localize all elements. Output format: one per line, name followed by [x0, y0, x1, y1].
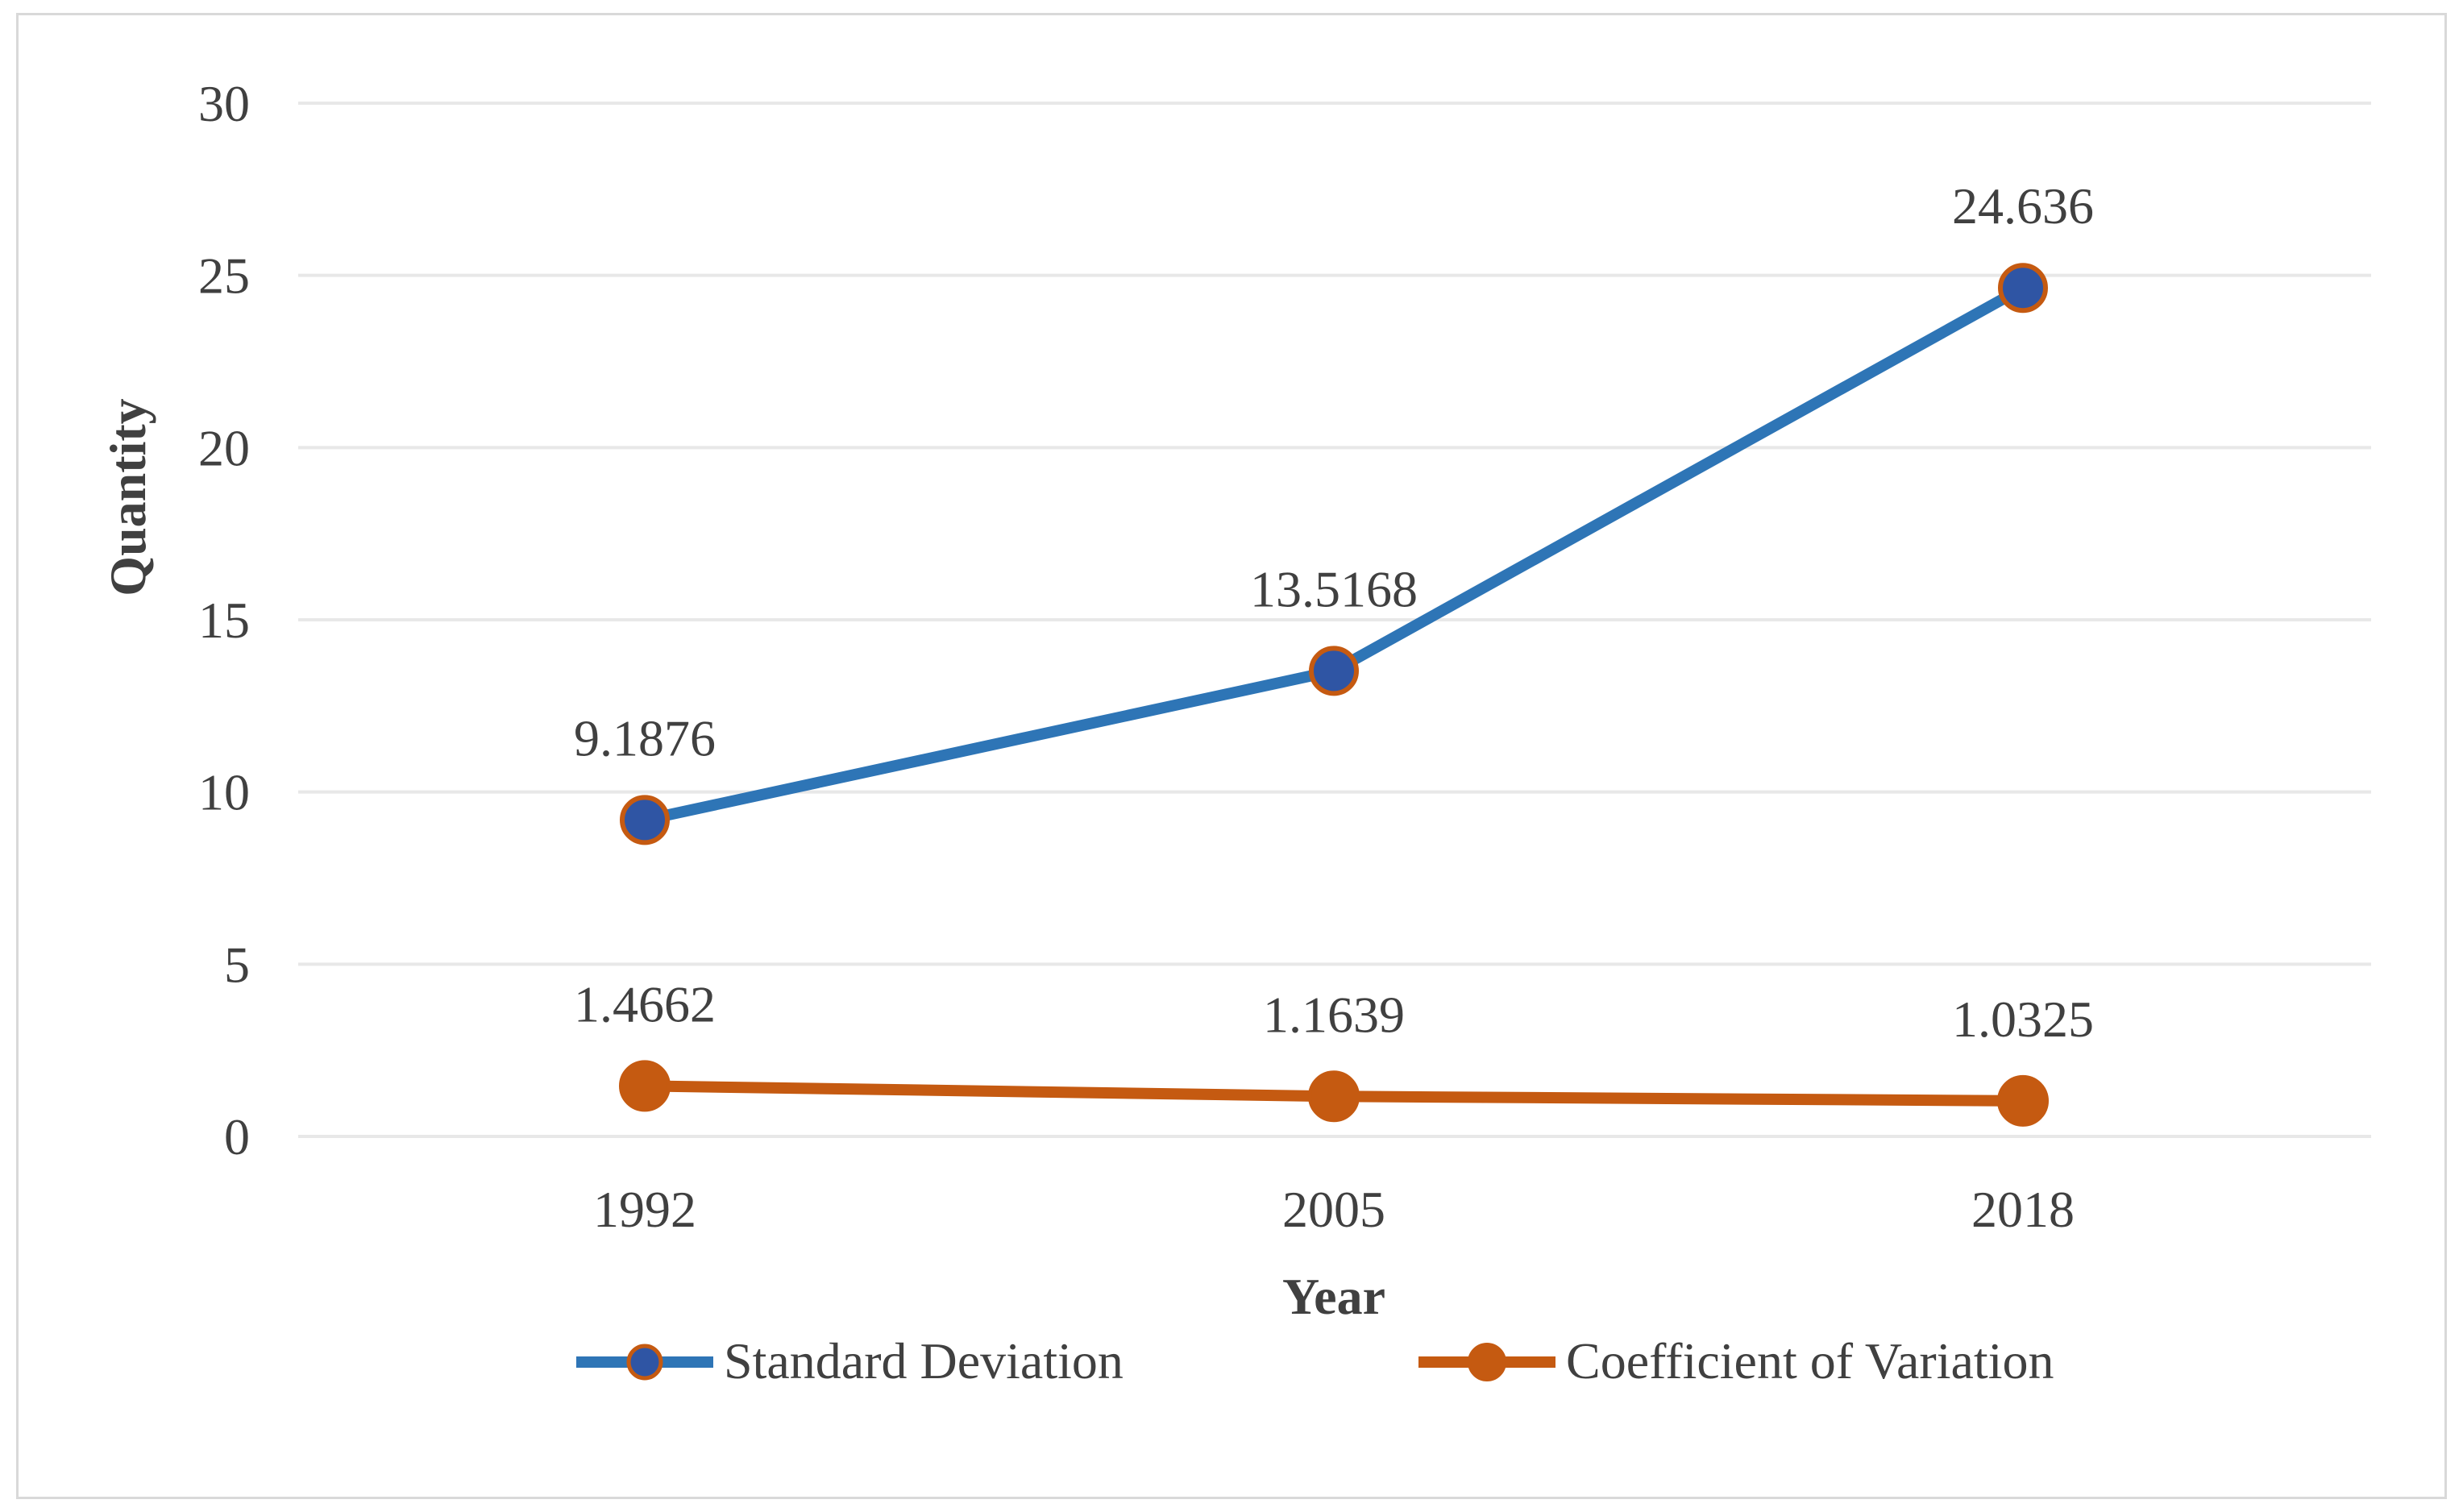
data-label-coefficient-of-variation-2018: 1.0325: [1952, 991, 2094, 1048]
x-axis-ticks: 1992 2005 2018: [593, 1181, 2075, 1238]
data-label-standard-deviation-2018: 24.636: [1952, 177, 2094, 235]
y-tick-label-15: 15: [198, 592, 250, 649]
x-axis-title: Year: [1282, 1268, 1385, 1325]
data-point-standard-deviation-1992: [620, 795, 670, 845]
legend-label-standard-deviation: Standard Deviation: [724, 1332, 1124, 1389]
chart-area: [16, 13, 2447, 1499]
y-tick-label-0: 0: [224, 1108, 250, 1165]
legend: Standard Deviation Coefficient of Variat…: [576, 1332, 2054, 1389]
data-point-standard-deviation-2005: [1309, 646, 1359, 696]
y-axis-title: Quantity: [99, 398, 156, 596]
data-label-coefficient-of-variation-2005: 1.1639: [1263, 986, 1405, 1043]
data-point-coefficient-of-variation-1992: [619, 1060, 671, 1112]
x-tick-label-1992: 1992: [593, 1181, 696, 1238]
y-tick-label-25: 25: [198, 247, 250, 305]
y-tick-label-10: 10: [198, 764, 250, 821]
data-label-standard-deviation-2005: 13.5168: [1250, 560, 1418, 617]
data-label-coefficient-of-variation-1992: 1.4662: [574, 975, 716, 1032]
legend-item-coefficient-of-variation: Coefficient of Variation: [1418, 1332, 2054, 1389]
data-point-standard-deviation-2018: [1998, 263, 2048, 314]
y-tick-label-5: 5: [224, 936, 250, 993]
series-lines: [619, 263, 2049, 1127]
data-point-coefficient-of-variation-2005: [1308, 1070, 1360, 1123]
legend-label-coefficient-of-variation: Coefficient of Variation: [1566, 1332, 2054, 1389]
legend-swatch-marker-standard-deviation: [626, 1344, 663, 1381]
y-tick-label-30: 30: [198, 75, 250, 132]
x-tick-label-2018: 2018: [1971, 1181, 2075, 1238]
legend-swatch-marker-coefficient-of-variation: [1468, 1343, 1506, 1381]
y-tick-label-20: 20: [198, 419, 250, 476]
legend-item-standard-deviation: Standard Deviation: [576, 1332, 1124, 1389]
data-label-standard-deviation-1992: 9.1876: [574, 709, 716, 766]
data-point-coefficient-of-variation-2018: [1997, 1074, 2049, 1127]
y-axis-ticks: 0 5 10 15 20 25 30: [198, 75, 250, 1165]
x-tick-label-2005: 2005: [1282, 1181, 1385, 1238]
series-line-standard-deviation: [639, 282, 2029, 826]
data-labels: 9.1876 13.5168 24.636 1.4662 1.1639 1.0325: [574, 177, 2094, 1048]
